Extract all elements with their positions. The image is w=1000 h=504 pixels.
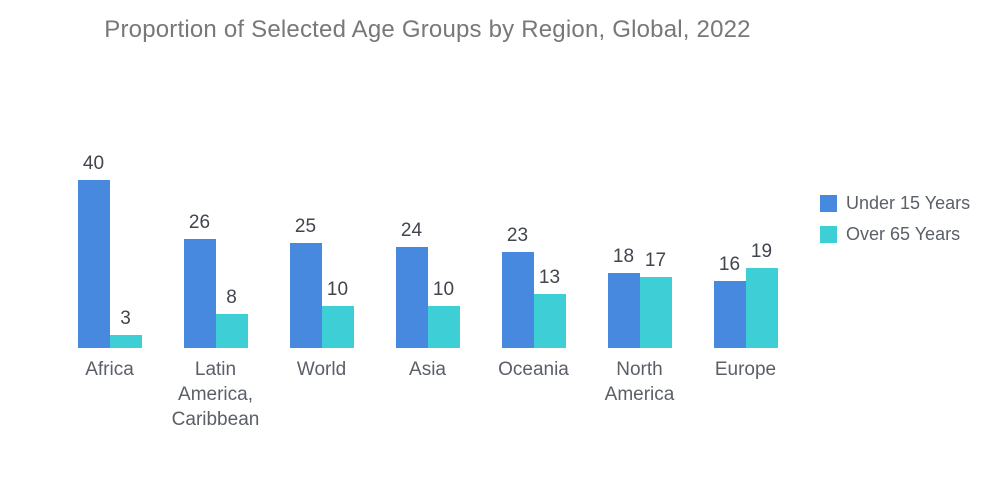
- bar-group: 18 17 North America: [590, 0, 690, 504]
- bar-over-65-years: [745, 268, 778, 348]
- legend-label: Over 65 Years: [846, 224, 961, 244]
- bar-over-65-years: [427, 306, 460, 348]
- value-label: 26: [188, 212, 211, 234]
- bar-pair: 25 10: [289, 216, 354, 348]
- category-label: North America: [604, 359, 675, 405]
- bar-column-under-15-years: 18: [607, 245, 640, 348]
- bar-column-over-65-years: 17: [639, 249, 672, 348]
- legend-label: Under 15 Years: [846, 193, 971, 213]
- bar-group: 25 10 World: [272, 0, 372, 504]
- value-label: 25: [294, 216, 317, 238]
- bar-over-65-years: [321, 306, 354, 348]
- value-label: 8: [226, 287, 237, 309]
- bar-under-15-years: [501, 251, 534, 348]
- bar-under-15-years: [77, 180, 110, 348]
- value-label: 17: [644, 249, 667, 271]
- category-label: Europe: [714, 359, 777, 380]
- bar-column-under-15-years: 26: [183, 212, 216, 348]
- bar-under-15-years: [289, 243, 322, 348]
- bar-over-65-years: [215, 314, 248, 348]
- category-label: Oceania: [498, 359, 569, 380]
- bar-group: 23 13 Oceania: [484, 0, 584, 504]
- value-label: 10: [326, 279, 349, 301]
- bar-pair: 40 3: [77, 153, 142, 348]
- bar-group: 26 8 Latin America, Caribbean: [166, 0, 266, 504]
- bar-column-over-65-years: 3: [109, 308, 142, 348]
- bar-group: 40 3 Africa: [60, 0, 160, 504]
- bar-pair: 26 8: [183, 212, 248, 348]
- bar-column-under-15-years: 25: [289, 216, 322, 348]
- bar-column-over-65-years: 10: [321, 279, 354, 348]
- value-label: 3: [120, 308, 131, 330]
- bar-pair: 16 19: [713, 241, 778, 348]
- legend: Under 15 Years Over 65 Years: [820, 193, 970, 255]
- legend-swatch-icon: [820, 226, 837, 243]
- value-label: 40: [82, 153, 105, 175]
- bar-over-65-years: [109, 335, 142, 348]
- bar-under-15-years: [607, 272, 640, 348]
- bar-pair: 24 10: [395, 220, 460, 348]
- chart-title: Proportion of Selected Age Groups by Reg…: [104, 16, 751, 43]
- bar-column-over-65-years: 13: [533, 266, 566, 348]
- value-label: 19: [750, 241, 773, 263]
- category-label: Asia: [409, 359, 446, 380]
- bar-pair: 23 13: [501, 224, 566, 348]
- bar-column-under-15-years: 16: [713, 253, 746, 348]
- bar-under-15-years: [183, 239, 216, 348]
- bar-over-65-years: [639, 276, 672, 348]
- bar-pair: 18 17: [607, 245, 672, 348]
- value-label: 10: [432, 279, 455, 301]
- bar-under-15-years: [713, 280, 746, 348]
- legend-swatch-icon: [820, 195, 837, 212]
- bar-column-under-15-years: 24: [395, 220, 428, 348]
- legend-item: Over 65 Years: [820, 224, 970, 245]
- value-label: 13: [538, 266, 561, 288]
- bar-column-under-15-years: 40: [77, 153, 110, 348]
- bar-column-under-15-years: 23: [501, 224, 534, 348]
- bar-column-over-65-years: 8: [215, 287, 248, 348]
- bar-column-over-65-years: 10: [427, 279, 460, 348]
- value-label: 18: [612, 245, 635, 267]
- category-label: Latin America, Caribbean: [171, 359, 260, 430]
- value-label: 24: [400, 220, 423, 242]
- category-label: World: [296, 359, 347, 380]
- category-label: Africa: [85, 359, 134, 380]
- value-label: 16: [718, 253, 741, 275]
- bar-over-65-years: [533, 293, 566, 348]
- bar-group: 16 19 Europe: [696, 0, 796, 504]
- value-label: 23: [506, 224, 529, 246]
- bar-under-15-years: [395, 247, 428, 348]
- bar-column-over-65-years: 19: [745, 241, 778, 348]
- legend-item: Under 15 Years: [820, 193, 970, 214]
- bar-group: 24 10 Asia: [378, 0, 478, 504]
